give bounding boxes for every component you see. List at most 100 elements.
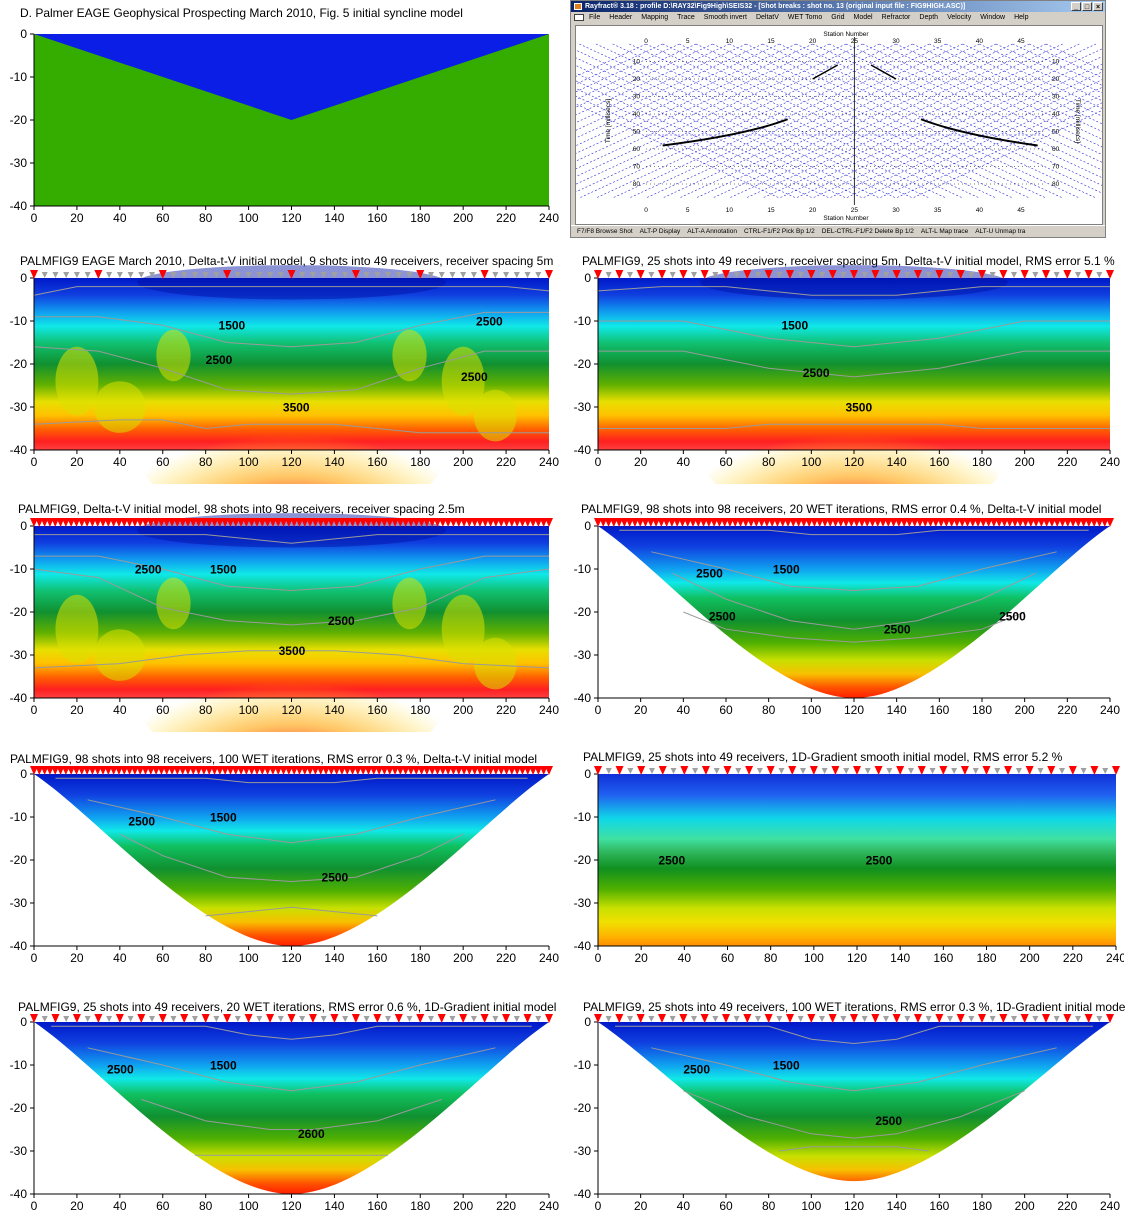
x-tick-label-bottom: 35 xyxy=(934,207,942,214)
y-tick-label: -10 xyxy=(10,810,28,824)
shot-marker xyxy=(83,766,92,775)
receiver-marker xyxy=(127,272,134,278)
shot-marker xyxy=(1000,518,1009,527)
shot-breaks-plot[interactable]: Station Number Station Number Time [millis… xyxy=(571,26,1105,224)
receiver-marker xyxy=(256,1016,263,1022)
shot-marker xyxy=(636,518,645,527)
x-tick-label: 160 xyxy=(929,455,949,469)
receiver-marker xyxy=(691,272,697,278)
menu-help[interactable]: Help xyxy=(1014,14,1029,21)
tomogram-plot: 1500 2500 2600 0 20 40 60 80 100 120 140 160 180 200 2… xyxy=(10,1014,559,1213)
shot-marker xyxy=(963,518,972,527)
contour-label: 2500 xyxy=(476,314,503,328)
contour-label: 2500 xyxy=(658,853,685,867)
document-icon[interactable] xyxy=(574,14,584,21)
shot-marker xyxy=(237,518,246,527)
x-tick-label: 220 xyxy=(496,951,516,965)
shot-marker xyxy=(481,766,490,775)
contour-line xyxy=(619,529,1089,536)
x-tick-label: 45 xyxy=(1017,38,1025,45)
receiver-marker xyxy=(648,1016,655,1022)
shot-marker xyxy=(982,766,991,775)
shot-marker xyxy=(401,766,410,775)
y-tick-label: -20 xyxy=(574,1101,592,1115)
receiver-marker xyxy=(234,1016,241,1022)
menu-grid[interactable]: Grid xyxy=(831,14,845,21)
menu-depth[interactable]: Depth xyxy=(919,14,939,21)
shot-marker xyxy=(109,766,118,775)
shot-marker xyxy=(290,518,299,527)
shot-marker xyxy=(136,766,145,775)
menu-velocity[interactable]: Velocity xyxy=(947,14,972,21)
y-tick-label-right: 20 xyxy=(1052,76,1060,83)
plot-area: 1500 2500 2500 xyxy=(598,1022,1110,1182)
receiver-marker xyxy=(427,272,434,278)
x-tick-label: 40 xyxy=(677,1199,691,1213)
shot-marker xyxy=(56,766,65,775)
ray-path xyxy=(795,43,1105,188)
shot-marker xyxy=(947,518,956,527)
x-tick-label: 180 xyxy=(972,1199,992,1213)
contour-line xyxy=(615,1025,1093,1045)
shot-marker xyxy=(931,518,940,527)
shot-marker xyxy=(223,1014,232,1023)
y-tick-label: 0 xyxy=(20,519,27,533)
shot-breaks-display[interactable]: Station Number Station Number Time [millis… xyxy=(571,25,1105,225)
menu-mapping[interactable]: Mapping xyxy=(641,14,669,21)
receiver-marker xyxy=(605,768,612,774)
ray-path xyxy=(571,62,863,199)
velocity-anomaly xyxy=(392,577,427,630)
contour-line xyxy=(672,572,1036,630)
x-tick-label: 40 xyxy=(976,38,984,45)
menu-refractor[interactable]: Refractor xyxy=(881,14,911,21)
shot-marker xyxy=(287,270,296,279)
shot-marker xyxy=(183,518,192,527)
menu-trace[interactable]: Trace xyxy=(677,14,695,21)
y-axis-title-right: Time [millisecs] xyxy=(1074,99,1081,143)
ray-path xyxy=(779,47,1105,199)
shot-marker xyxy=(662,518,671,527)
shot-marker xyxy=(274,518,283,527)
shot-marker xyxy=(789,518,798,527)
menu-wet-tomo[interactable]: WET Tomo xyxy=(787,14,823,21)
shot-marker xyxy=(637,766,646,775)
shot-marker xyxy=(391,766,400,775)
panel-title: PALMFIG9, 98 shots into 98 receivers, 20… xyxy=(581,502,1102,516)
x-tick-label: 240 xyxy=(1100,455,1120,469)
x-tick-label: 180 xyxy=(972,455,992,469)
y-tick-label: 10 xyxy=(633,59,641,66)
maximize-button[interactable]: □ xyxy=(1082,2,1092,11)
shot-marker xyxy=(678,518,687,527)
shot-marker xyxy=(311,518,320,527)
shot-marker xyxy=(896,766,905,775)
velocity-anomaly xyxy=(473,637,517,690)
shot-marker xyxy=(921,518,930,527)
shot-marker xyxy=(247,518,256,527)
shot-marker xyxy=(828,270,837,279)
menu-window[interactable]: Window xyxy=(980,14,1006,21)
panel-title: D. Palmer EAGE Geophysical Prospecting M… xyxy=(20,6,463,20)
x-tick-label: 0 xyxy=(31,455,38,469)
menu-smooth-invert[interactable]: Smooth invert xyxy=(703,14,747,21)
shot-marker xyxy=(205,518,214,527)
tomogram-plot: 1500 2500 2500 0 20 40 60 80 100 120 140 160 180 200 2… xyxy=(10,766,559,965)
menu-header[interactable]: Header xyxy=(609,14,633,21)
menu-model[interactable]: Model xyxy=(853,14,873,21)
shot-marker xyxy=(850,270,858,279)
shot-marker xyxy=(615,1014,624,1023)
minimize-button[interactable]: _ xyxy=(1071,2,1081,11)
x-tick-label: 60 xyxy=(719,455,733,469)
shot-marker xyxy=(545,270,553,279)
y-tick-label: -40 xyxy=(10,939,28,953)
menu-deltatv[interactable]: DeltatV xyxy=(755,14,779,21)
x-tick-label: 5 xyxy=(686,38,690,45)
ray-path xyxy=(829,43,1105,172)
velocity-field xyxy=(34,1022,549,1194)
shot-marker xyxy=(189,766,198,775)
syncline-model-plot: 0 20 40 60 80 100 120 140 160 180 200 220 240 0 -10 -20… xyxy=(10,27,560,225)
shot-marker xyxy=(1063,518,1072,527)
contour-line xyxy=(55,777,528,784)
menu-file[interactable]: File xyxy=(589,14,601,21)
close-button[interactable]: × xyxy=(1093,2,1103,11)
shot-marker xyxy=(652,518,661,527)
